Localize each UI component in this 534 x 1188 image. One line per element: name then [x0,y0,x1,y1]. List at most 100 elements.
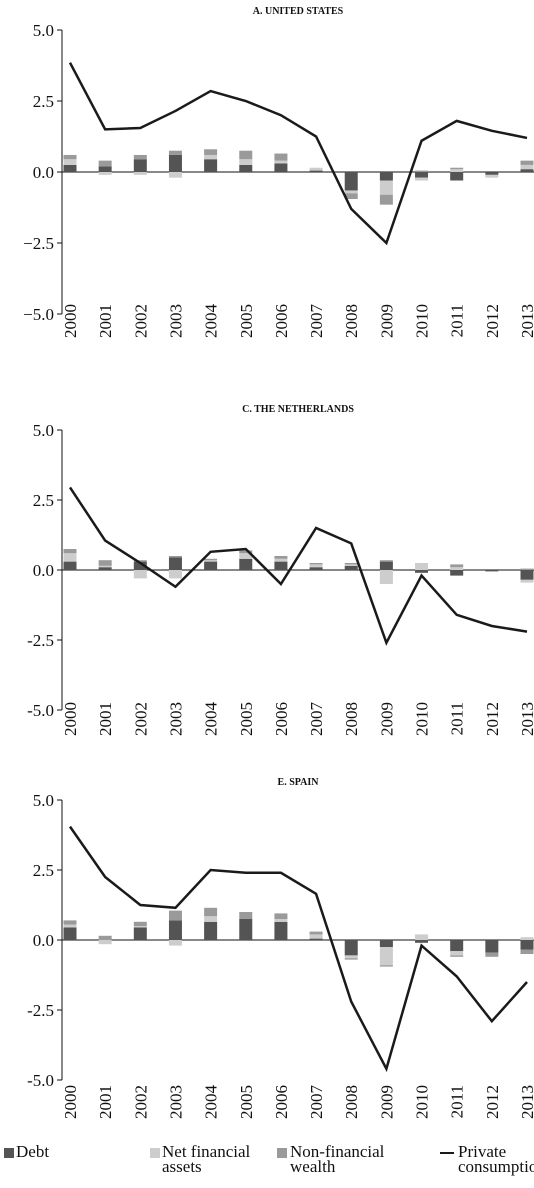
line [68,825,528,1073]
bar [520,949,534,954]
bar [63,561,77,570]
bar [415,177,429,181]
y-tick-label: 5.0 [33,21,54,40]
chart-title: E. SPAIN [278,777,320,788]
x-tick-label: 2002 [131,702,150,736]
bar [133,927,147,940]
legend-swatch [150,1148,160,1158]
bar [168,556,182,558]
y-tick-label: -5.0 [27,701,54,720]
legend-item: Non-financial wealth [277,1143,442,1175]
bar [274,558,288,562]
legend-label: Private consumption [458,1142,534,1176]
bar [63,927,77,940]
bar [450,570,464,576]
x-tick-label: 2013 [518,304,534,338]
bar [485,174,499,178]
bar [309,931,323,935]
x-tick-label: 2010 [413,702,432,736]
x-tick-label: 2013 [518,702,534,736]
bar [204,558,218,561]
bar [520,570,534,580]
bar [344,940,358,956]
bar [239,912,253,919]
x-tick-label: 2009 [377,702,396,736]
legend-item: Net financial assets [150,1142,275,1176]
bar [168,557,182,570]
x-tick-label: 2003 [166,1085,185,1119]
bar [239,150,253,160]
x-tick-label: 2011 [448,304,467,337]
bar [168,172,182,178]
bar [415,940,429,943]
bar [133,570,147,579]
chart-title: C. THE NETHERLANDS [242,404,354,415]
x-tick-label: 2008 [342,702,361,736]
y-tick-label: -2.5 [27,1001,54,1020]
bar [239,550,253,554]
bar [344,193,358,199]
x-tick-label: 2009 [377,1085,396,1119]
bar [168,154,182,172]
y-tick-label: −2.5 [23,234,54,253]
x-tick-label: 2012 [483,304,502,338]
y-tick-label: 5.0 [33,791,54,810]
line [68,62,528,246]
bar [63,924,77,928]
bar [204,921,218,940]
bar [204,560,218,562]
bar [274,913,288,919]
bar [63,164,77,172]
x-tick-label: 2011 [448,1085,467,1118]
x-tick-label: 2012 [483,702,502,736]
bar [520,160,534,165]
bar [379,570,393,584]
x-tick-label: 2003 [166,304,185,338]
bar [98,160,112,167]
bar [63,154,77,160]
bar [309,563,323,565]
x-tick-label: 2000 [61,1085,80,1119]
y-tick-label: 0.0 [33,931,54,950]
bar [168,910,182,921]
bar [485,570,499,572]
bar [204,561,218,570]
bar [98,935,112,940]
y-tick-label: 0.0 [33,561,54,580]
x-tick-label: 2002 [131,1085,150,1119]
bar [63,920,77,925]
bar [168,920,182,940]
bar [379,965,393,967]
bar [204,907,218,917]
x-tick-label: 2008 [342,1085,361,1119]
bar [168,940,182,946]
bar [344,958,358,960]
bar [168,570,182,579]
bar [133,561,147,570]
bar [450,169,464,172]
bar [309,170,323,172]
line [68,486,528,646]
bar [379,194,393,205]
x-tick-label: 2006 [272,1085,291,1119]
bar [98,560,112,566]
x-tick-label: 2005 [237,1085,256,1119]
x-tick-label: 2007 [307,1085,326,1120]
bar [450,567,464,570]
bar [309,567,323,570]
bar [415,170,429,172]
x-tick-label: 2011 [448,702,467,735]
bar [344,955,358,959]
bar [415,570,429,573]
legend-label: Debt [16,1142,50,1161]
bar [133,159,147,172]
bar [520,568,534,570]
bar [450,955,464,957]
y-tick-label: 2.5 [33,861,54,880]
x-tick-label: 2006 [272,702,291,736]
legend-label: Net financial assets [162,1142,251,1176]
bar [485,952,499,957]
x-tick-label: 2005 [237,702,256,736]
bar [274,919,288,922]
